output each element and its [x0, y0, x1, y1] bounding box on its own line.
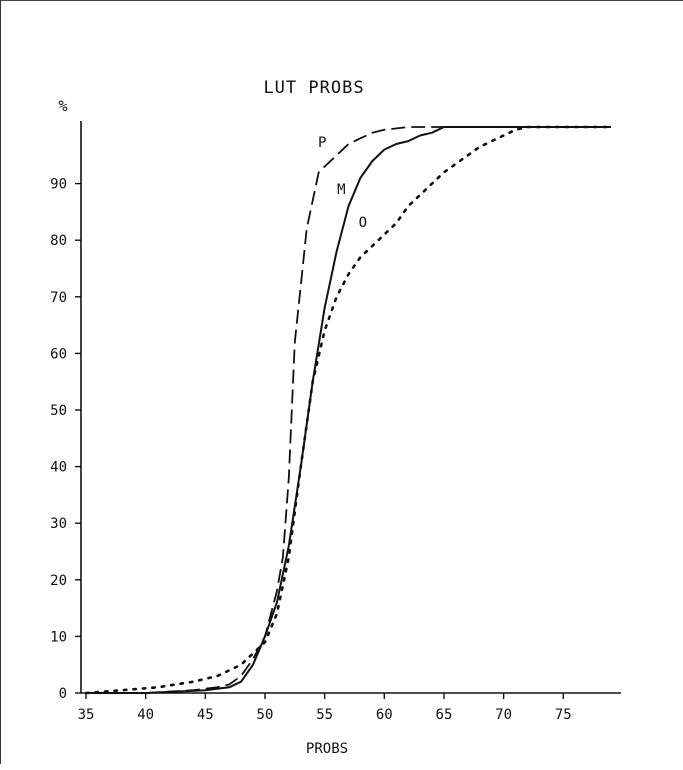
series-line-m — [86, 126, 611, 694]
series-labels-group: P M O — [318, 135, 367, 231]
series-line-o — [84, 125, 613, 695]
y-tick-label: 60 — [50, 346, 67, 362]
x-tick-label: 70 — [495, 707, 512, 723]
series-line-p — [86, 126, 611, 694]
x-tick-label: 40 — [137, 707, 154, 723]
series-label-p: P — [318, 135, 326, 151]
series-group — [84, 125, 613, 695]
x-tick-label: 60 — [376, 707, 393, 723]
y-tick-label: 50 — [50, 403, 67, 419]
y-tick-label: 10 — [50, 629, 67, 645]
x-tick-label: 35 — [78, 707, 95, 723]
y-tick-label: 20 — [50, 573, 67, 589]
x-ticks-group: 35 40 45 50 55 60 65 70 75 — [78, 693, 572, 723]
x-axis-label: PROBS — [306, 741, 348, 757]
x-tick-label: 65 — [436, 707, 453, 723]
series-label-o: O — [359, 215, 367, 231]
y-tick-label: 70 — [50, 290, 67, 306]
x-tick-label: 55 — [316, 707, 333, 723]
y-tick-label: 90 — [50, 177, 67, 193]
y-ticks-group: 0 10 20 30 40 50 60 70 80 90 — [50, 177, 81, 702]
y-tick-label: 0 — [59, 686, 67, 702]
series-label-m: M — [337, 182, 345, 198]
y-tick-label: 40 — [50, 460, 67, 476]
x-tick-label: 75 — [555, 707, 572, 723]
y-tick-label: 30 — [50, 516, 67, 532]
x-tick-label: 50 — [257, 707, 274, 723]
chart-title: LUT PROBS — [263, 78, 364, 98]
y-axis-unit-label: % — [58, 97, 67, 115]
x-tick-label: 45 — [197, 707, 214, 723]
y-tick-label: 80 — [50, 233, 67, 249]
